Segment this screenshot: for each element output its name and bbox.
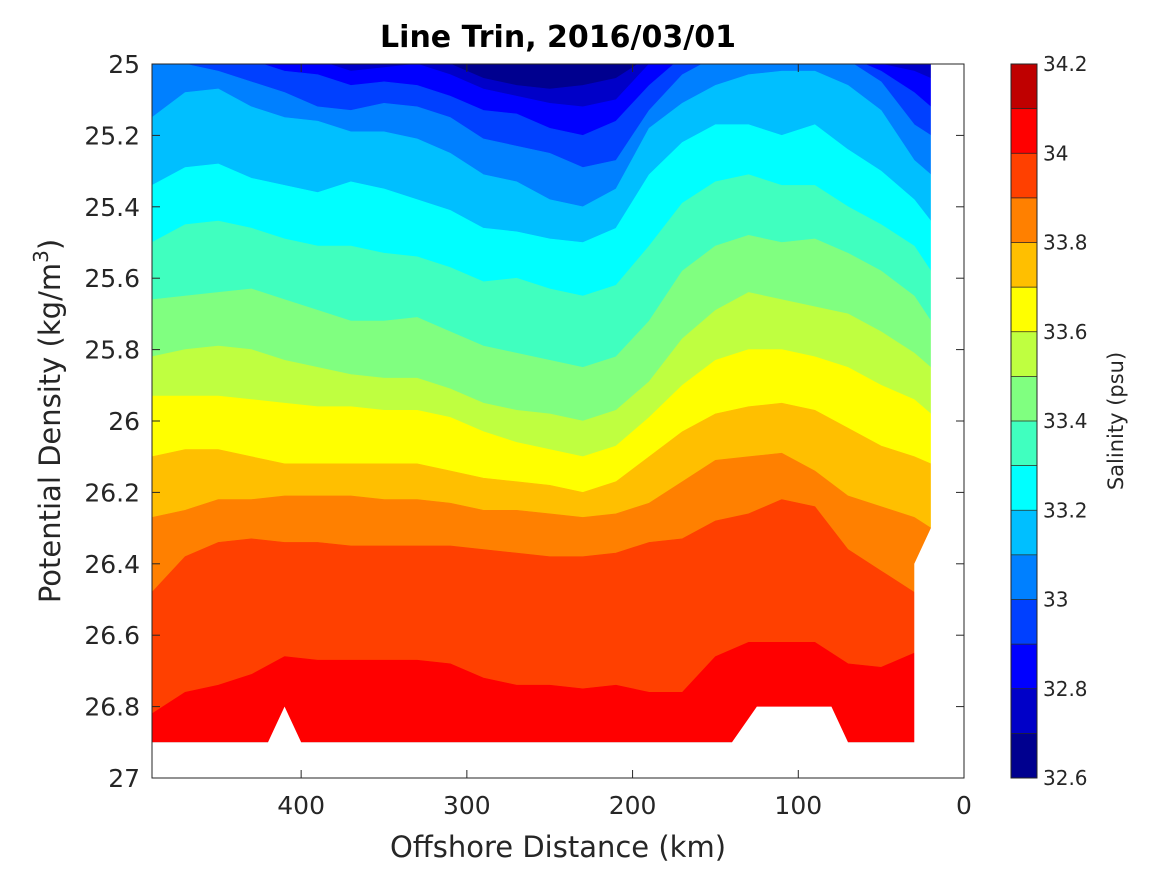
colorbar-tick-label: 32.8: [1043, 677, 1088, 701]
colorbar-frame: [1010, 63, 1038, 779]
y-tick-label: 27: [108, 764, 140, 793]
x-tick-label: 300: [443, 791, 491, 820]
colorbar-tick-label: 33.6: [1043, 320, 1088, 344]
y-tick-label: 25.6: [84, 264, 140, 293]
y-tick-label: 26.6: [84, 621, 140, 650]
y-axis: 25 25.2 25.4 25.6 25.8 26 26.2 26.4 26.6 26.8 27: [84, 50, 964, 793]
colorbar-swatch: [1011, 108, 1037, 154]
colorbar-tick-label: 34.2: [1043, 52, 1088, 76]
colorbar-swatch: [1011, 465, 1037, 511]
colorbar-tick-label: 33.4: [1043, 409, 1088, 433]
x-axis-label: Offshore Distance (km): [390, 830, 726, 864]
x-tick-label: 200: [609, 791, 657, 820]
x-tick-label: 0: [956, 791, 972, 820]
y-tick-label: 26: [108, 407, 140, 436]
chart-title: Line Trin, 2016/03/01: [380, 20, 736, 55]
colorbar-swatch: [1011, 287, 1037, 333]
colorbar-swatch: [1011, 242, 1037, 288]
colorbar-swatch: [1011, 688, 1037, 734]
colorbar-tick-label: 33.8: [1043, 231, 1088, 255]
y-tick-label: 25.8: [84, 336, 140, 365]
y-tick-label: 26.2: [84, 478, 140, 507]
y-tick-label: 25.2: [84, 121, 140, 150]
colorbar-tick-label: 33.2: [1043, 498, 1088, 522]
colorbar-swatch: [1011, 64, 1037, 110]
colorbar-swatch: [1011, 331, 1037, 377]
colorbar-swatch: [1011, 421, 1037, 467]
colorbar-tick-label: 33: [1043, 588, 1068, 612]
y-tick-label: 25.4: [84, 193, 140, 222]
x-tick-label: 100: [774, 791, 822, 820]
x-axis: 400 300 200 100 0: [277, 64, 972, 820]
colorbar-swatch: [1011, 510, 1037, 556]
y-axis-label-close: ): [33, 239, 67, 250]
colorbar-swatch: [1011, 376, 1037, 422]
colorbar-ticks: 32.6 32.8 33 33.2 33.4 33.6 33.8 34 34.2: [1043, 52, 1088, 790]
colorbar: 32.6 32.8 33 33.2 33.4 33.6 33.8 34 34.2 Salinit…: [1010, 52, 1128, 790]
colorbar-tick-label: 32.6: [1043, 766, 1088, 790]
contour-fills: [152, 64, 964, 743]
y-axis-label-superscript: 3: [29, 250, 53, 263]
colorbar-swatch: [1011, 153, 1037, 199]
colorbar-swatch: [1011, 599, 1037, 645]
y-axis-label: Potential Density (kg/m3): [29, 239, 67, 603]
colorbar-swatch: [1011, 733, 1037, 779]
y-tick-label: 26.8: [84, 693, 140, 722]
y-axis-label-main: Potential Density (kg/m: [33, 263, 67, 603]
colorbar-swatches: [1011, 64, 1037, 779]
y-tick-label: 25: [108, 50, 140, 79]
plot-area: [151, 63, 965, 779]
x-tick-label: 400: [277, 791, 325, 820]
colorbar-swatch: [1011, 197, 1037, 243]
colorbar-swatch: [1011, 644, 1037, 690]
colorbar-label: Salinity (psu): [1104, 352, 1128, 490]
colorbar-tick-label: 34: [1043, 141, 1068, 165]
colorbar-swatch: [1011, 554, 1037, 600]
y-tick-label: 26.4: [84, 550, 140, 579]
